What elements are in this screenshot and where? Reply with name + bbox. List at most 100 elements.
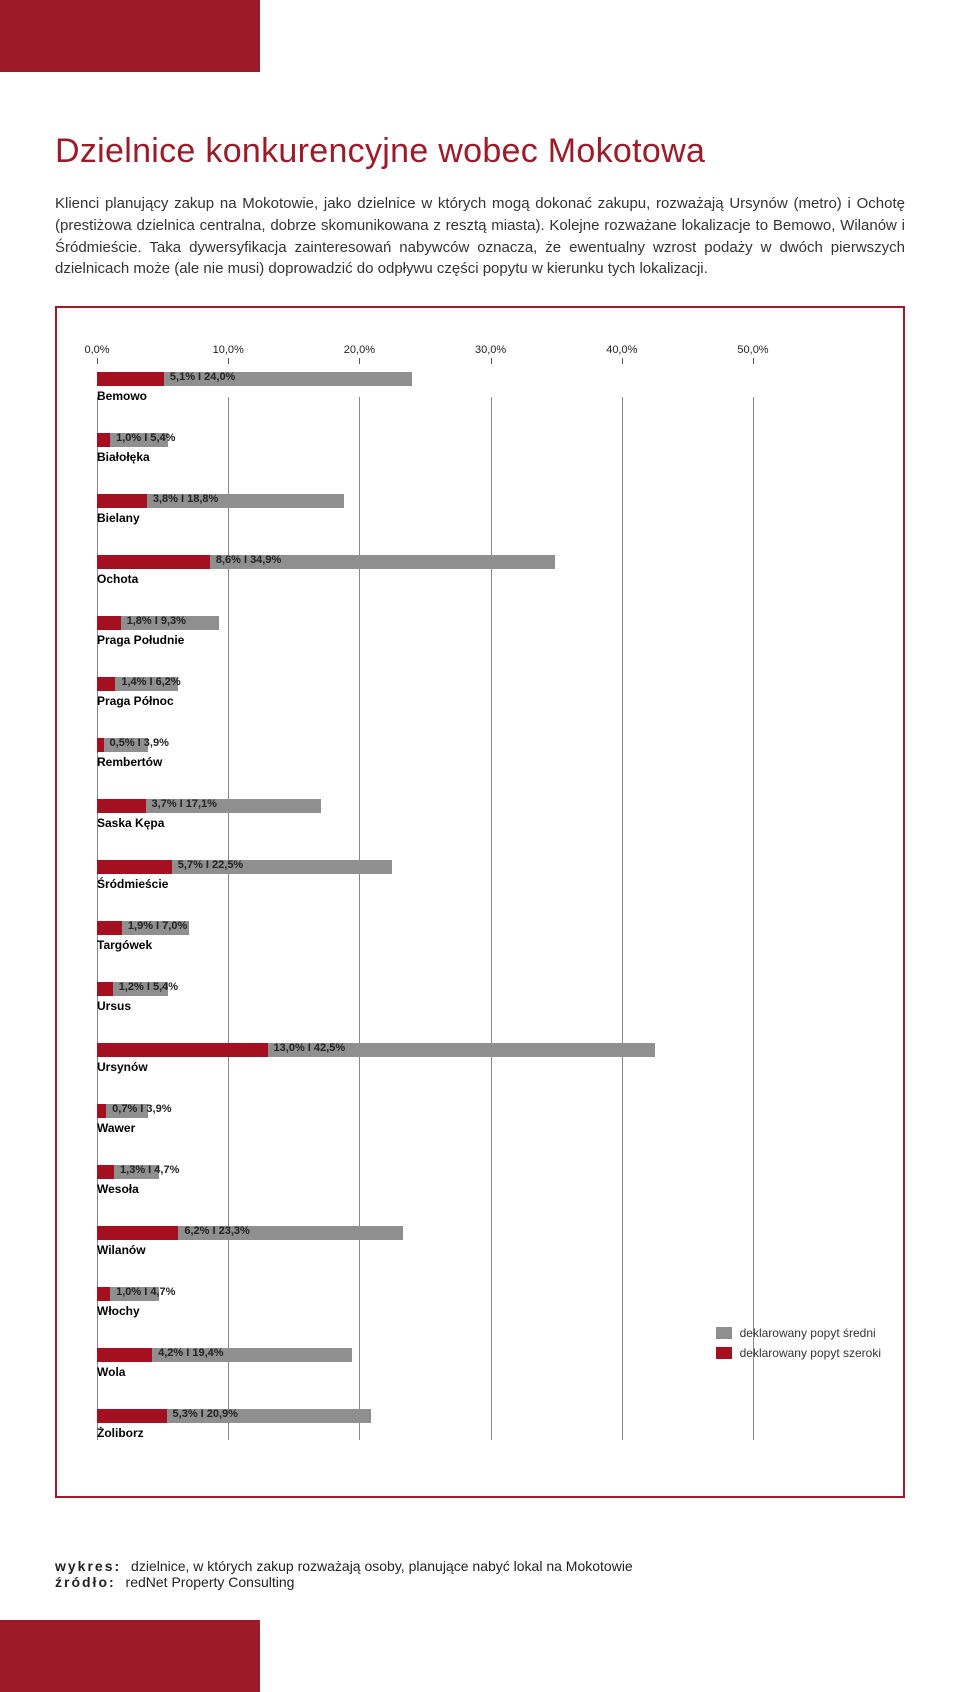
chart-row: 4,2% I 19,4% Wola bbox=[97, 1348, 753, 1379]
x-axis: 0,0%10,0%20,0%30,0%40,0%50,0% bbox=[97, 344, 753, 364]
bar-group: 3,7% I 17,1% bbox=[97, 799, 753, 813]
chart-row: 1,4% I 6,2% Praga Północ bbox=[97, 677, 753, 708]
chart-row: 5,7% I 22,5% Śródmieście bbox=[97, 860, 753, 891]
chart-row: 1,8% I 9,3% Praga Południe bbox=[97, 616, 753, 647]
plot-area: 5,1% I 24,0% Bemowo 1,0% I 5,4%Białołęka 3,… bbox=[97, 372, 753, 1440]
bar-narrow bbox=[97, 799, 146, 813]
axis-tick-mark bbox=[622, 358, 623, 364]
district-label: Rembertów bbox=[97, 752, 753, 769]
bar-group: 1,3% I 4,7% bbox=[97, 1165, 753, 1179]
chart-container: 0,0%10,0%20,0%30,0%40,0%50,0% 5,1% I 24,… bbox=[55, 306, 905, 1498]
bar-group: 5,7% I 22,5% bbox=[97, 860, 753, 874]
bar-narrow bbox=[97, 372, 164, 386]
legend-swatch-broad bbox=[716, 1347, 732, 1359]
chart-row: 6,2% I 23,3% Wilanów bbox=[97, 1226, 753, 1257]
chart-row: 3,7% I 17,1%Saska Kępa bbox=[97, 799, 753, 830]
chart-row: 5,3% I 20,9% Żoliborz bbox=[97, 1409, 753, 1440]
bar-group: 1,2% I 5,4% bbox=[97, 982, 753, 996]
bar-value-label: 0,5% I 3,9% bbox=[104, 737, 169, 749]
bar-value-label: 3,8% I 18,8% bbox=[147, 493, 218, 505]
district-label: Praga Południe bbox=[97, 630, 753, 647]
bar-value-label: 1,2% I 5,4% bbox=[113, 981, 178, 993]
district-label: Wola bbox=[97, 1362, 753, 1379]
bar-narrow bbox=[97, 1409, 167, 1423]
bar-group: 0,7% I 3,9% bbox=[97, 1104, 753, 1118]
bar-group: 13,0% I 42,5% bbox=[97, 1043, 753, 1057]
legend-label-narrow: deklarowany popyt średni bbox=[740, 1326, 876, 1340]
gridline bbox=[753, 397, 754, 1440]
bar-narrow bbox=[97, 616, 121, 630]
district-label: Białołęka bbox=[97, 447, 753, 464]
legend-item-narrow: deklarowany popyt średni bbox=[716, 1326, 881, 1340]
bar-value-label: 1,4% I 6,2% bbox=[115, 676, 180, 688]
district-label: Bemowo bbox=[97, 386, 753, 403]
bar-value-label: 0,7% I 3,9% bbox=[106, 1103, 171, 1115]
bar-value-label: 4,2% I 19,4% bbox=[152, 1347, 223, 1359]
page-title: Dzielnice konkurencyjne wobec Mokotowa bbox=[55, 132, 905, 171]
intro-paragraph: Klienci planujący zakup na Mokotowie, ja… bbox=[55, 193, 905, 280]
district-label: Saska Kępa bbox=[97, 813, 753, 830]
legend: deklarowany popyt średni deklarowany pop… bbox=[716, 1326, 881, 1366]
axis-tick-mark bbox=[359, 358, 360, 364]
bar-narrow bbox=[97, 1165, 114, 1179]
axis-tick-label: 40,0% bbox=[606, 344, 637, 356]
footer-zrodlo: źródło: redNet Property Consulting bbox=[55, 1574, 905, 1590]
footer-zrodlo-text: redNet Property Consulting bbox=[126, 1574, 295, 1590]
district-label: Śródmieście bbox=[97, 874, 753, 891]
bar-group: 6,2% I 23,3% bbox=[97, 1226, 753, 1240]
legend-swatch-narrow bbox=[716, 1327, 732, 1339]
district-label: Bielany bbox=[97, 508, 753, 525]
bar-narrow bbox=[97, 494, 147, 508]
district-label: Włochy bbox=[97, 1301, 753, 1318]
bar-value-label: 1,3% I 4,7% bbox=[114, 1164, 179, 1176]
bar-group: 1,0% I 5,4% bbox=[97, 433, 753, 447]
bar-narrow bbox=[97, 1226, 178, 1240]
chart-row: 1,9% I 7,0% Targówek bbox=[97, 921, 753, 952]
district-label: Ursynów bbox=[97, 1057, 753, 1074]
gridline bbox=[622, 397, 623, 1440]
district-label: Wesoła bbox=[97, 1179, 753, 1196]
district-label: Żoliborz bbox=[97, 1423, 753, 1440]
chart-row: 8,6% I 34,9% Ochota bbox=[97, 555, 753, 586]
axis-tick-label: 30,0% bbox=[475, 344, 506, 356]
gridline bbox=[97, 397, 98, 1440]
district-label: Praga Północ bbox=[97, 691, 753, 708]
bar-narrow bbox=[97, 555, 210, 569]
chart-row: 1,2% I 5,4% Ursus bbox=[97, 982, 753, 1013]
chart-row: 0,7% I 3,9% Wawer bbox=[97, 1104, 753, 1135]
bar-group: 1,9% I 7,0% bbox=[97, 921, 753, 935]
footer-wykres-label: wykres: bbox=[55, 1558, 121, 1574]
axis-tick-mark bbox=[491, 358, 492, 364]
district-label: Targówek bbox=[97, 935, 753, 952]
bar-value-label: 1,0% I 4,7% bbox=[110, 1286, 175, 1298]
axis-tick-label: 10,0% bbox=[213, 344, 244, 356]
axis-tick-label: 0,0% bbox=[84, 344, 109, 356]
axis-tick-label: 50,0% bbox=[737, 344, 768, 356]
chart: 0,0%10,0%20,0%30,0%40,0%50,0% 5,1% I 24,… bbox=[97, 344, 753, 1440]
bar-value-label: 5,3% I 20,9% bbox=[167, 1408, 238, 1420]
district-label: Ursus bbox=[97, 996, 753, 1013]
chart-row: 13,0% I 42,5%Ursynów bbox=[97, 1043, 753, 1074]
bar-group: 8,6% I 34,9% bbox=[97, 555, 753, 569]
bar-value-label: 8,6% I 34,9% bbox=[210, 554, 281, 566]
axis-tick-mark bbox=[753, 358, 754, 364]
bar-narrow bbox=[97, 1043, 268, 1057]
bar-narrow bbox=[97, 921, 122, 935]
bar-value-label: 6,2% I 23,3% bbox=[178, 1225, 249, 1237]
district-label: Ochota bbox=[97, 569, 753, 586]
bar-narrow bbox=[97, 1104, 106, 1118]
bar-value-label: 1,9% I 7,0% bbox=[122, 920, 187, 932]
district-label: Wilanów bbox=[97, 1240, 753, 1257]
bar-value-label: 1,8% I 9,3% bbox=[121, 615, 186, 627]
chart-row: 1,3% I 4,7% Wesoła bbox=[97, 1165, 753, 1196]
bar-group: 1,4% I 6,2% bbox=[97, 677, 753, 691]
district-label: Wawer bbox=[97, 1118, 753, 1135]
bottom-brand-bar bbox=[0, 1620, 260, 1692]
bar-value-label: 5,7% I 22,5% bbox=[172, 859, 243, 871]
bar-group: 5,3% I 20,9% bbox=[97, 1409, 753, 1423]
bar-value-label: 5,1% I 24,0% bbox=[164, 371, 235, 383]
bar-narrow bbox=[97, 860, 172, 874]
chart-row: 0,5% I 3,9% Rembertów bbox=[97, 738, 753, 769]
bar-group: 3,8% I 18,8% bbox=[97, 494, 753, 508]
footer: wykres: dzielnice, w których zakup rozwa… bbox=[0, 1528, 960, 1610]
